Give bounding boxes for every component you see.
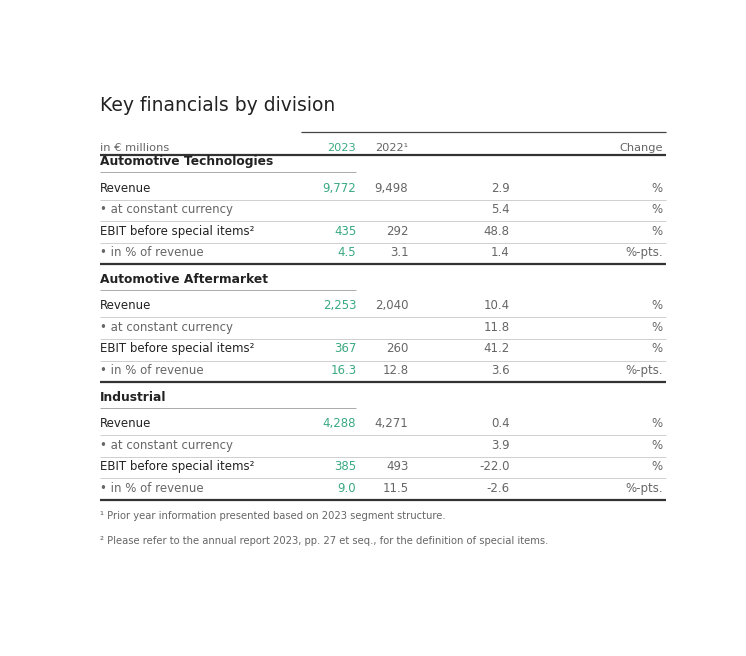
Text: 435: 435	[334, 224, 357, 237]
Text: 493: 493	[386, 461, 408, 473]
Text: %: %	[651, 342, 662, 356]
Text: • in % of revenue: • in % of revenue	[100, 364, 204, 377]
Text: %: %	[651, 203, 662, 216]
Text: Key financials by division: Key financials by division	[100, 96, 336, 115]
Text: 2022¹: 2022¹	[375, 143, 408, 153]
Text: 367: 367	[334, 342, 357, 356]
Text: -22.0: -22.0	[479, 461, 510, 473]
Text: 10.4: 10.4	[483, 299, 510, 312]
Text: 9,498: 9,498	[374, 182, 408, 195]
Text: 9,772: 9,772	[322, 182, 357, 195]
Text: %: %	[651, 321, 662, 334]
Text: • at constant currency: • at constant currency	[100, 203, 233, 216]
Text: Industrial: Industrial	[100, 391, 166, 404]
Text: %: %	[651, 461, 662, 473]
Text: ¹ Prior year information presented based on 2023 segment structure.: ¹ Prior year information presented based…	[100, 512, 446, 522]
Text: %: %	[651, 439, 662, 452]
Text: ² Please refer to the annual report 2023, pp. 27 et seq., for the definition of : ² Please refer to the annual report 2023…	[100, 536, 548, 546]
Text: 385: 385	[334, 461, 357, 473]
Text: %: %	[651, 417, 662, 430]
Text: Automotive Aftermarket: Automotive Aftermarket	[100, 273, 269, 286]
Text: • in % of revenue: • in % of revenue	[100, 482, 204, 495]
Text: 2.9: 2.9	[491, 182, 510, 195]
Text: 260: 260	[386, 342, 408, 356]
Text: %: %	[651, 299, 662, 312]
Text: Change: Change	[619, 143, 662, 153]
Text: 2023: 2023	[327, 143, 357, 153]
Text: 0.4: 0.4	[491, 417, 510, 430]
Text: %-pts.: %-pts.	[625, 482, 662, 495]
Text: 3.9: 3.9	[491, 439, 510, 452]
Text: 41.2: 41.2	[483, 342, 510, 356]
Text: Revenue: Revenue	[100, 299, 151, 312]
Text: Revenue: Revenue	[100, 182, 151, 195]
Text: EBIT before special items²: EBIT before special items²	[100, 224, 254, 237]
Text: 4,271: 4,271	[374, 417, 408, 430]
Text: %: %	[651, 224, 662, 237]
Text: 11.5: 11.5	[382, 482, 408, 495]
Text: 3.6: 3.6	[491, 364, 510, 377]
Text: in € millions: in € millions	[100, 143, 169, 153]
Text: EBIT before special items²: EBIT before special items²	[100, 342, 254, 356]
Text: • in % of revenue: • in % of revenue	[100, 246, 204, 259]
Text: %-pts.: %-pts.	[625, 364, 662, 377]
Text: Revenue: Revenue	[100, 417, 151, 430]
Text: %-pts.: %-pts.	[625, 246, 662, 259]
Text: EBIT before special items²: EBIT before special items²	[100, 461, 254, 473]
Text: 11.8: 11.8	[483, 321, 510, 334]
Text: • at constant currency: • at constant currency	[100, 439, 233, 452]
Text: -2.6: -2.6	[486, 482, 510, 495]
Text: 9.0: 9.0	[338, 482, 357, 495]
Text: 3.1: 3.1	[389, 246, 408, 259]
Text: 2,253: 2,253	[323, 299, 357, 312]
Text: Automotive Technologies: Automotive Technologies	[100, 155, 274, 169]
Text: 1.4: 1.4	[491, 246, 510, 259]
Text: 2,040: 2,040	[374, 299, 408, 312]
Text: 4.5: 4.5	[338, 246, 357, 259]
Text: 12.8: 12.8	[382, 364, 408, 377]
Text: 292: 292	[386, 224, 408, 237]
Text: • at constant currency: • at constant currency	[100, 321, 233, 334]
Text: 5.4: 5.4	[491, 203, 510, 216]
Text: 4,288: 4,288	[323, 417, 357, 430]
Text: 48.8: 48.8	[483, 224, 510, 237]
Text: %: %	[651, 182, 662, 195]
Text: 16.3: 16.3	[330, 364, 357, 377]
